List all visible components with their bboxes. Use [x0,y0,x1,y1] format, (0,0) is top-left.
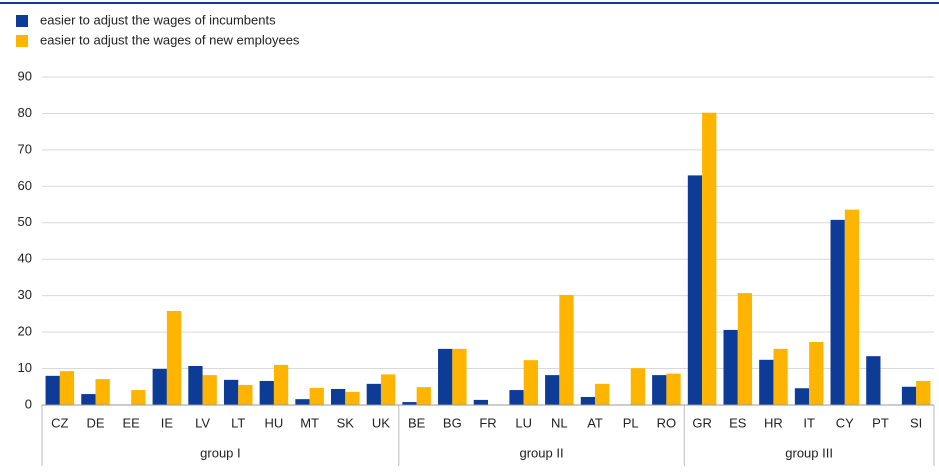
bar [309,387,324,405]
bar [702,112,717,406]
bar [366,383,381,405]
bar [723,329,738,405]
bar [59,371,75,405]
bar [238,384,253,405]
y-tick-label: 90 [18,68,32,83]
x-tick-label: AT [587,415,603,430]
bar [595,383,610,405]
bar [166,310,182,405]
bar [773,348,788,405]
bar [452,348,467,405]
bar [737,293,753,405]
bar [545,375,560,405]
y-tick-label: 70 [18,141,32,156]
x-tick-label: PT [872,415,889,430]
y-tick-label: 10 [18,360,32,375]
x-tick-label: PL [623,415,639,430]
bar [223,379,239,405]
bar [509,390,524,405]
bar [809,341,824,405]
bar [416,387,431,405]
x-tick-label: IE [161,415,174,430]
bar [580,396,596,405]
y-tick-label: 40 [18,251,32,266]
bar [794,388,810,405]
bar [916,380,931,405]
x-tick-label: CY [836,415,854,430]
x-tick-label: RO [657,415,677,430]
y-tick-label: 30 [18,287,32,302]
y-tick-label: 50 [18,214,32,229]
y-tick-label: 20 [18,324,32,339]
bar [273,364,289,405]
x-tick-label: EE [123,415,141,430]
bar [630,368,645,405]
x-tick-label: NL [551,415,568,430]
group-label: group I [200,445,240,460]
bar [259,380,274,405]
group-label: group III [785,445,833,460]
bar [830,219,845,405]
bar [331,388,346,405]
group-label: group II [519,445,563,460]
x-tick-label: BE [408,415,426,430]
bar [559,294,574,405]
bar [901,386,917,405]
bar [345,391,360,405]
x-tick-label: SI [910,415,922,430]
x-tick-label: LV [195,415,210,430]
bar [759,359,774,405]
bar [380,374,396,405]
bar [81,394,96,405]
y-tick-label: 80 [18,105,32,120]
x-tick-label: BG [443,415,462,430]
legend-swatch [16,15,28,27]
x-tick-label: GR [692,415,712,430]
bar [131,390,146,405]
x-tick-label: HR [764,415,783,430]
x-tick-label: HU [265,415,284,430]
y-tick-label: 0 [25,396,32,411]
bar [402,402,417,405]
x-tick-label: MT [300,415,319,430]
bar [188,366,203,405]
bar [666,373,681,405]
x-tick-label: DE [86,415,104,430]
bar [473,399,488,405]
x-tick-label: CZ [51,415,68,430]
bar [866,356,881,405]
bar [202,375,217,405]
x-tick-label: LT [231,415,245,430]
bar [523,360,538,405]
x-tick-label: SK [337,415,355,430]
bar [652,375,667,405]
x-tick-label: FR [479,415,496,430]
bar [295,399,310,405]
x-tick-label: IT [803,415,815,430]
legend-label: easier to adjust the wages of new employ… [40,32,300,47]
bar [152,368,167,405]
bar [438,348,453,405]
x-tick-label: UK [372,415,390,430]
x-tick-label: LU [515,415,532,430]
y-tick-label: 60 [18,178,32,193]
bar [687,175,703,405]
bar [45,375,60,405]
legend-label: easier to adjust the wages of incumbents [40,12,276,27]
bar [95,379,110,405]
bar [844,209,860,405]
x-tick-label: ES [729,415,747,430]
legend-swatch [16,35,28,47]
